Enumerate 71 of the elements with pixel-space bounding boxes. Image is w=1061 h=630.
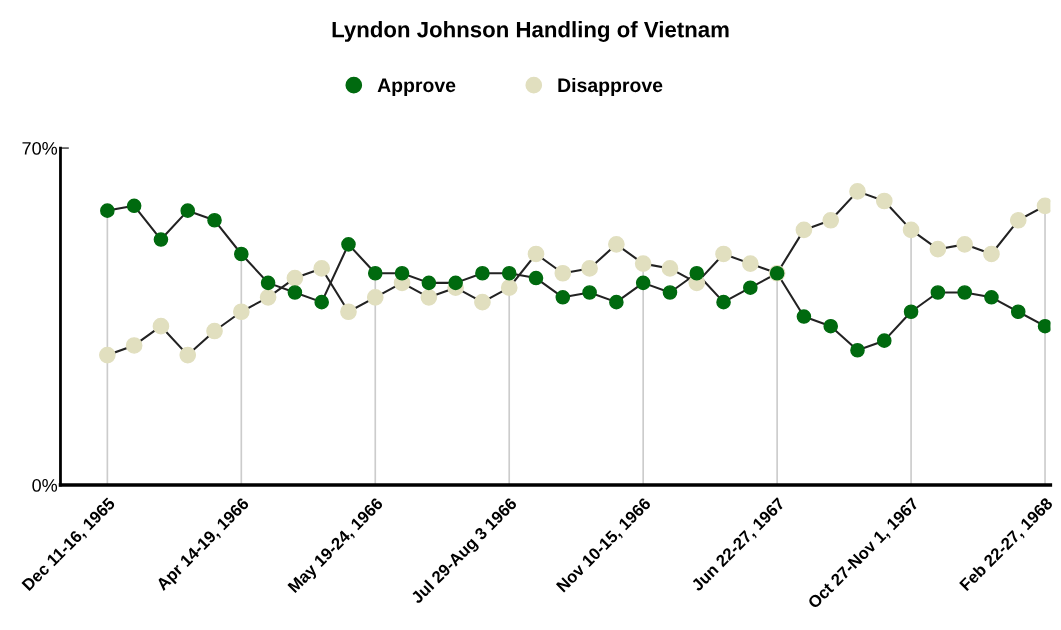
point bbox=[367, 265, 383, 281]
point bbox=[500, 279, 518, 297]
point bbox=[634, 255, 652, 272]
point bbox=[743, 280, 758, 295]
y-tick-label: 0% bbox=[32, 479, 58, 492]
point bbox=[341, 237, 356, 252]
point bbox=[957, 285, 972, 300]
point bbox=[581, 260, 598, 277]
point bbox=[689, 265, 705, 281]
point bbox=[929, 240, 947, 258]
point bbox=[287, 285, 303, 300]
point bbox=[126, 198, 142, 214]
point bbox=[179, 346, 197, 364]
point bbox=[822, 211, 840, 229]
point bbox=[527, 245, 545, 263]
point bbox=[850, 342, 865, 358]
point bbox=[662, 285, 678, 300]
point bbox=[528, 270, 544, 286]
point bbox=[232, 303, 250, 321]
point bbox=[286, 269, 304, 287]
point bbox=[902, 221, 920, 239]
point bbox=[984, 290, 999, 305]
chart-title: Lyndon Johnson Handling of Vietnam bbox=[332, 21, 729, 42]
point bbox=[635, 275, 651, 291]
point bbox=[314, 294, 329, 310]
point bbox=[876, 333, 892, 348]
point bbox=[1009, 211, 1027, 229]
point bbox=[99, 346, 116, 364]
point bbox=[448, 275, 463, 291]
point bbox=[555, 290, 571, 305]
point bbox=[234, 246, 249, 262]
point bbox=[715, 245, 732, 263]
point bbox=[366, 288, 384, 306]
point bbox=[206, 322, 223, 340]
point bbox=[582, 285, 597, 300]
point bbox=[260, 275, 276, 291]
point bbox=[475, 265, 490, 281]
point bbox=[125, 337, 143, 354]
point bbox=[795, 221, 813, 239]
point bbox=[394, 265, 410, 281]
point bbox=[100, 203, 115, 218]
point bbox=[609, 294, 624, 310]
point bbox=[608, 236, 625, 253]
point bbox=[823, 318, 838, 334]
point bbox=[903, 304, 919, 320]
point bbox=[875, 192, 893, 210]
point bbox=[1037, 318, 1051, 334]
point bbox=[474, 293, 491, 311]
point bbox=[796, 309, 812, 324]
legend-label: Approve bbox=[377, 78, 456, 96]
point bbox=[930, 285, 946, 300]
point bbox=[421, 275, 437, 291]
point bbox=[152, 317, 170, 335]
y-tick-label: 70% bbox=[22, 141, 58, 155]
point bbox=[153, 232, 169, 247]
point bbox=[180, 203, 196, 218]
point bbox=[259, 288, 277, 306]
point bbox=[340, 303, 357, 321]
point bbox=[983, 245, 1000, 263]
point bbox=[501, 265, 517, 281]
point bbox=[420, 288, 438, 306]
point bbox=[313, 260, 331, 277]
point bbox=[849, 183, 866, 200]
point bbox=[956, 236, 973, 253]
point bbox=[742, 255, 759, 272]
point bbox=[554, 264, 572, 282]
point bbox=[1010, 304, 1026, 320]
legend-label: Disapprove bbox=[558, 77, 663, 96]
point bbox=[207, 212, 222, 228]
point bbox=[716, 294, 731, 310]
point bbox=[661, 260, 679, 277]
